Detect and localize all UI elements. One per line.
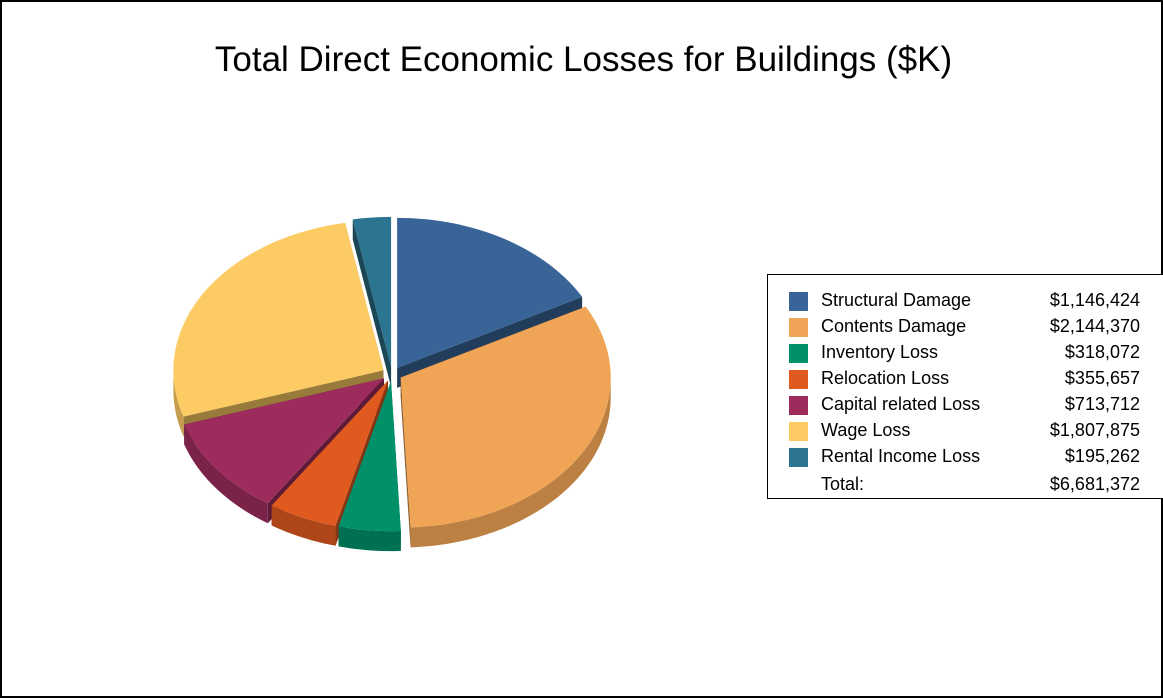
legend-value: $195,262	[1064, 446, 1140, 466]
legend-label: Structural Damage	[821, 290, 972, 310]
legend-swatch	[789, 448, 808, 467]
legend-item-contents-damage: Contents Damage $2,144,370	[768, 315, 1163, 337]
legend: Structural Damage $1,146,424 Contents Da…	[767, 274, 1163, 499]
legend-value: $2,144,370	[1049, 316, 1140, 336]
legend-item-capital-related-loss: Capital related Loss $713,712	[768, 393, 1163, 415]
legend-item-structural-damage: Structural Damage $1,146,424	[768, 289, 1163, 311]
legend-total-value: $6,681,372	[1049, 474, 1140, 494]
pie-slice-wall-rental-income-loss	[352, 219, 392, 387]
legend-label: Relocation Loss	[821, 368, 950, 388]
legend-total-row: Total: $6,681,372	[768, 473, 1163, 495]
legend-item-inventory-loss: Inventory Loss $318,072	[768, 341, 1163, 363]
legend-swatch	[789, 292, 808, 311]
legend-value: $1,807,875	[1049, 420, 1140, 440]
chart-title: Total Direct Economic Losses for Buildin…	[214, 40, 953, 79]
pie-slice-capital-related-loss	[184, 378, 385, 504]
pie-slice-rental-income-loss	[352, 216, 392, 367]
pie-slice-rim-wage-loss	[173, 370, 184, 437]
legend-value: $1,146,424	[1049, 290, 1140, 310]
legend-value: $318,072	[1064, 342, 1140, 362]
legend-label: Wage Loss	[821, 420, 911, 440]
legend-total-label: Total:	[821, 474, 865, 494]
legend-label: Rental Income Loss	[821, 446, 981, 466]
legend-item-relocation-loss: Relocation Loss $355,657	[768, 367, 1163, 389]
pie-slice-structural-damage	[397, 217, 583, 368]
legend-value: $355,657	[1064, 368, 1140, 388]
legend-label: Capital related Loss	[821, 394, 981, 414]
legend-item-rental-income-loss: Rental Income Loss $195,262	[768, 445, 1163, 467]
pie-slice-relocation-loss	[271, 380, 388, 526]
legend-swatch	[789, 370, 808, 389]
legend-swatch	[789, 422, 808, 441]
pie-slice-rim-relocation-loss	[271, 505, 336, 546]
pie-slice-contents-damage	[400, 306, 611, 528]
pie-slice-inventory-loss	[338, 381, 401, 532]
pie-tops	[173, 216, 611, 532]
pie-slice-wage-loss	[173, 222, 384, 417]
pie-slice-wall-contents-damage	[400, 377, 411, 548]
legend-label: Inventory Loss	[821, 342, 939, 362]
pie-slice-rim-contents-damage	[410, 377, 611, 548]
legend-swatch	[789, 396, 808, 415]
legend-swatch	[789, 318, 808, 337]
pie-slice-rim-capital-related-loss	[184, 424, 268, 524]
legend-label: Contents Damage	[821, 316, 967, 336]
legend-value: $713,712	[1064, 394, 1140, 414]
legend-swatch	[789, 344, 808, 363]
pie-slice-rim-inventory-loss	[338, 526, 401, 552]
legend-item-wage-loss: Wage Loss $1,807,875	[768, 419, 1163, 441]
